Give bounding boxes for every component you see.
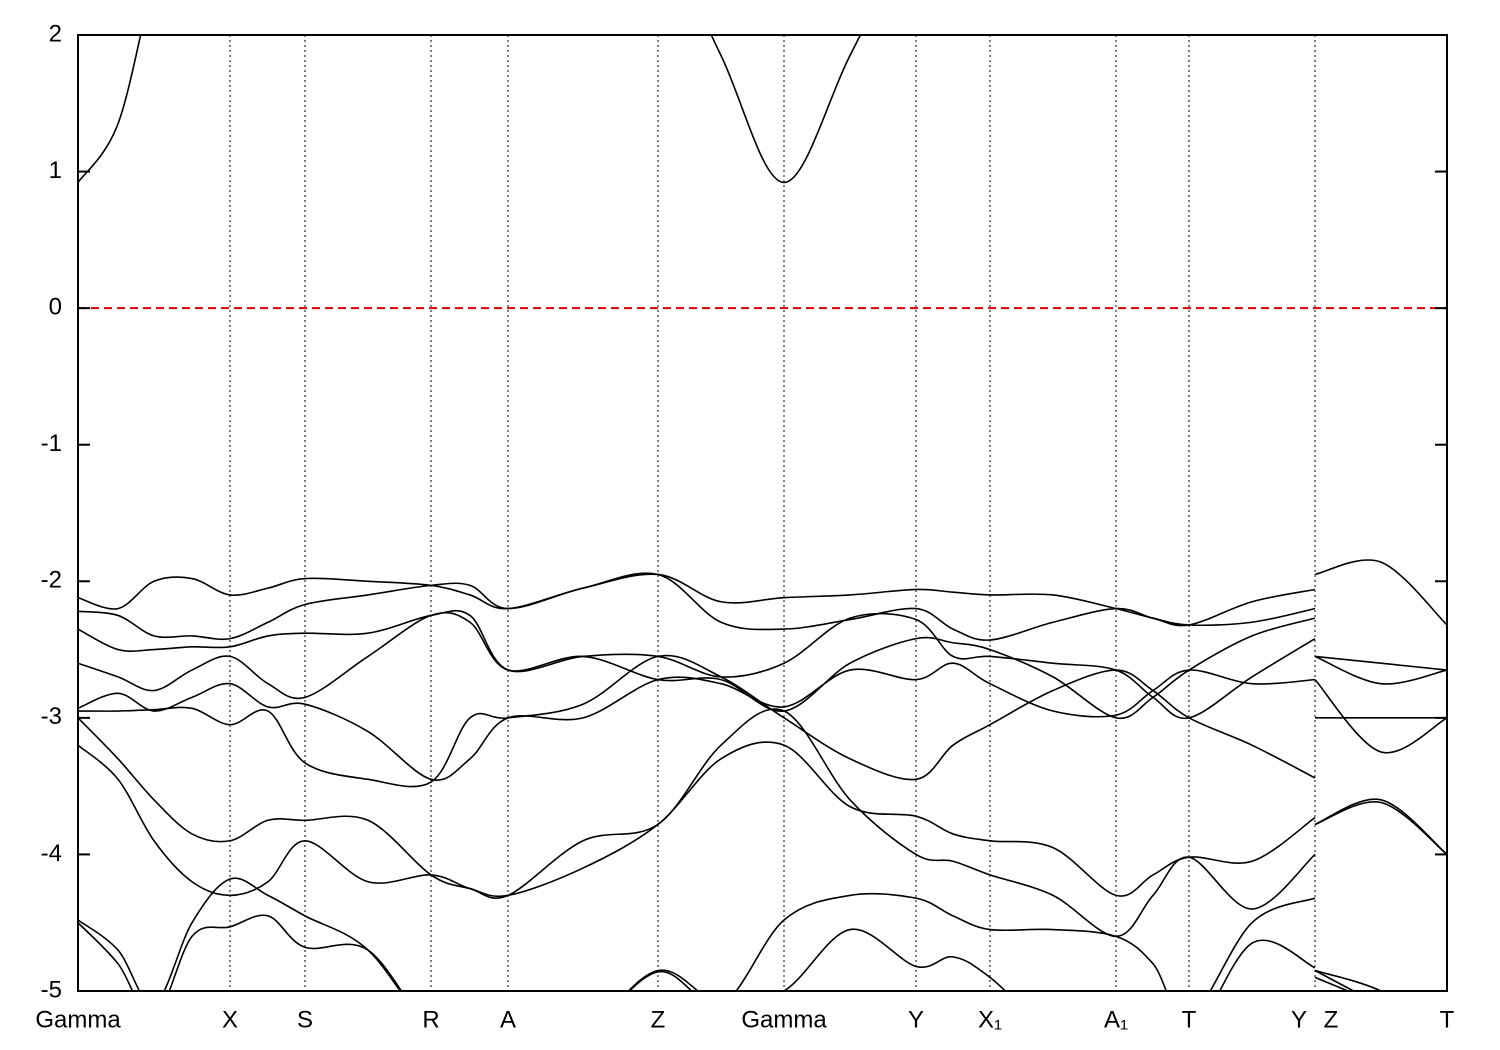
- band-line: [78, 914, 1316, 991]
- band-line: [78, 611, 1316, 720]
- y-tick-label: 0: [49, 293, 62, 320]
- x-tick-label: Z: [1324, 1006, 1339, 1033]
- y-tick-label: -1: [41, 430, 62, 457]
- x-tick-label: Z: [651, 1006, 666, 1033]
- band-line: [1314, 559, 1447, 626]
- band-line: [78, 877, 1316, 991]
- y-tick-label: -3: [41, 703, 62, 730]
- y-tick-label: 2: [49, 20, 62, 47]
- x-tick-label: T: [1182, 1006, 1197, 1033]
- x-tick-label: R: [422, 1006, 439, 1033]
- y-tick-label: -4: [41, 840, 62, 867]
- x-tick-label: Y: [908, 1006, 924, 1033]
- x-tick-label: Y: [1291, 1006, 1307, 1033]
- x-tick-label: X: [222, 1006, 238, 1033]
- x-tick-label: T: [1440, 1006, 1455, 1033]
- band-line: [1314, 655, 1447, 671]
- band-line: [1314, 798, 1447, 856]
- band-line: [1314, 655, 1447, 685]
- band-line: [1314, 969, 1356, 991]
- band-line: [78, 572, 1316, 641]
- x-tick-label: Gamma: [741, 1006, 827, 1033]
- band-line: [78, 654, 1316, 788]
- x-tick-label: S: [297, 1006, 313, 1033]
- band-line: [1314, 969, 1383, 991]
- y-tick-label: -5: [41, 976, 62, 1003]
- x-tick-label: A: [500, 1006, 516, 1033]
- x-tick-label: Gamma: [35, 1006, 121, 1033]
- plot-area: [78, 35, 1447, 991]
- plot-frame: [77, 34, 1448, 992]
- y-tick-label: 1: [49, 157, 62, 184]
- x-tick-label: A₁: [1104, 1006, 1128, 1033]
- y-tick-label: -2: [41, 567, 62, 594]
- band-line: [1314, 976, 1351, 991]
- x-tick-label: X₁: [978, 1006, 1002, 1033]
- band-line: [1314, 679, 1447, 754]
- band-line: [78, 662, 1316, 781]
